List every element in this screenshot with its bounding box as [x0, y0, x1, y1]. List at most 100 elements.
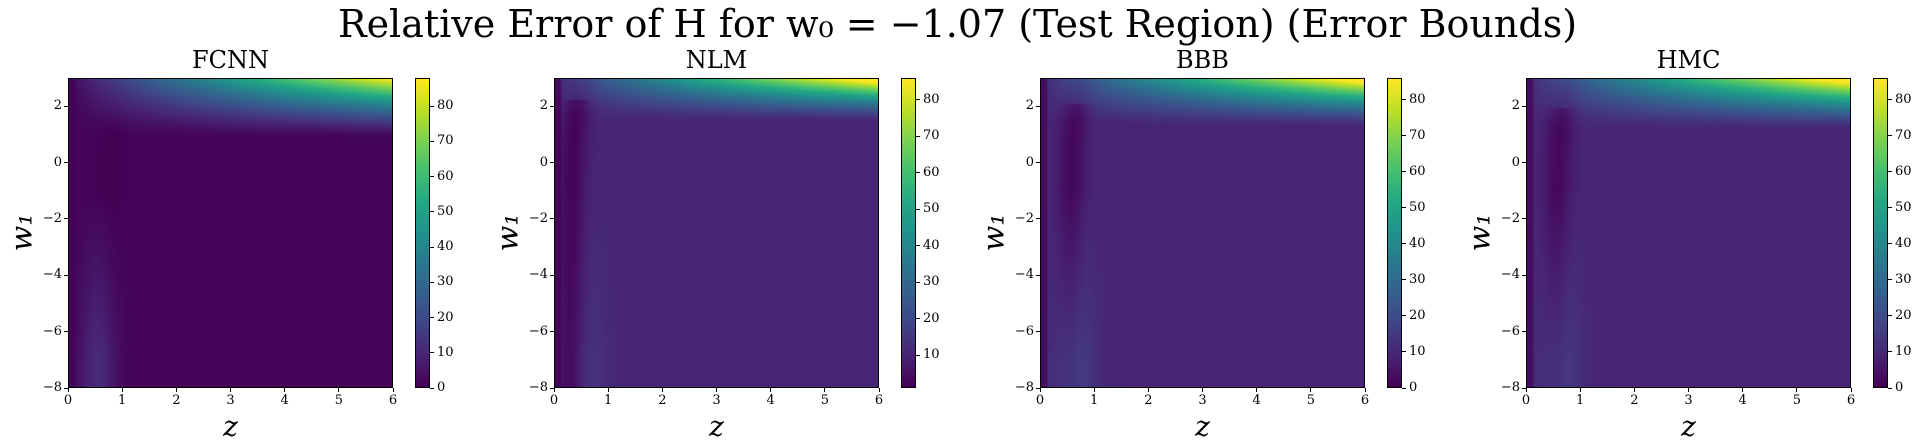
- heatmap-plot-hmc: [1526, 78, 1851, 388]
- colorbar-tick-label: 30: [1895, 271, 1912, 287]
- y-tick-label: 2: [53, 98, 62, 114]
- x-tick-label: 6: [1360, 393, 1370, 408]
- colorbar-tick-label: 20: [1409, 307, 1426, 323]
- colorbar-tick-mark: [1888, 207, 1892, 209]
- colorbar-tick-label: 50: [923, 201, 940, 217]
- x-tick-label: 2: [1630, 393, 1639, 408]
- heatmap-cells-fcnn: [69, 79, 392, 387]
- x-tick-label: 5: [820, 393, 829, 408]
- colorbar-bbb: [1387, 78, 1402, 388]
- x-tick-label: 3: [712, 393, 721, 408]
- colorbar-tick-mark: [1888, 99, 1892, 101]
- y-tick-mark: [64, 274, 68, 276]
- y-tick-mark: [550, 274, 554, 276]
- colorbar-tick-mark: [430, 176, 434, 178]
- x-tick-label: 1: [1090, 393, 1099, 408]
- colorbar-tick-mark: [1402, 387, 1406, 389]
- colorbar-tick-label: 40: [1895, 235, 1912, 251]
- colorbar-tick-mark: [1402, 243, 1406, 245]
- colorbar-tick-mark: [430, 140, 434, 142]
- colorbar-hmc: [1873, 78, 1888, 388]
- x-tick-label: 5: [1306, 393, 1315, 408]
- x-tick-label: 3: [1198, 393, 1207, 408]
- x-tick-mark: [1742, 388, 1744, 392]
- x-tick-mark: [1688, 388, 1689, 392]
- figure-title-text: Relative Error of H for w₀ = −1.07 (Test…: [337, 2, 1578, 46]
- x-tick-label: 0: [1521, 393, 1531, 408]
- y-tick-mark: [64, 162, 68, 164]
- y-tick-mark: [550, 331, 554, 333]
- y-tick-label: 0: [1025, 154, 1034, 170]
- y-tick-label: 2: [539, 98, 548, 114]
- x-tick-mark: [392, 388, 394, 392]
- y-tick-mark: [64, 387, 68, 389]
- colorbar-tick-label: 60: [437, 168, 454, 184]
- y-tick-mark: [1522, 162, 1526, 164]
- colorbar-gradient: [902, 79, 915, 387]
- y-tick-mark: [1036, 331, 1040, 333]
- y-tick-mark: [64, 105, 68, 107]
- x-tick-mark: [67, 388, 69, 392]
- colorbar-tick-label: 50: [1409, 199, 1426, 215]
- colorbar-tick-mark: [916, 281, 920, 283]
- colorbar-tick-mark: [916, 135, 920, 137]
- x-tick-mark: [1579, 388, 1581, 392]
- colorbar-tick-mark: [1402, 207, 1406, 209]
- y-tick-label: −2: [1500, 210, 1520, 226]
- panel-title-fcnn: FCNN: [191, 46, 269, 74]
- x-tick-mark: [878, 388, 880, 392]
- colorbar-fcnn: [415, 78, 430, 388]
- colorbar-tick-label: 50: [1895, 199, 1912, 215]
- colorbar-tick-mark: [916, 99, 920, 101]
- x-tick-label: 1: [1576, 393, 1585, 408]
- y-tick-mark: [1522, 274, 1526, 276]
- colorbar-tick-label: 10: [1409, 343, 1426, 359]
- x-tick-label: 2: [1144, 393, 1153, 408]
- y-tick-mark: [1036, 274, 1040, 276]
- x-tick-label: 1: [118, 393, 127, 408]
- colorbar-tick-label: 70: [1409, 127, 1426, 143]
- colorbar-tick-label: 20: [923, 310, 940, 326]
- y-tick-label: −6: [528, 323, 548, 339]
- colorbar-tick-label: 60: [1895, 163, 1912, 179]
- colorbar-tick-label: 10: [923, 347, 940, 363]
- x-tick-label: 4: [280, 393, 289, 408]
- colorbar-tick-mark: [430, 352, 434, 354]
- colorbar-tick-label: 80: [923, 91, 940, 107]
- colorbar-tick-label: 70: [1895, 127, 1912, 143]
- x-axis-label: z: [1681, 410, 1696, 443]
- x-tick-label: 3: [1684, 393, 1693, 408]
- x-tick-label: 4: [766, 393, 775, 408]
- y-tick-label: −4: [528, 267, 548, 283]
- y-axis-label: w₁: [4, 213, 40, 252]
- x-tick-mark: [1525, 388, 1527, 392]
- colorbar-tick-mark: [1402, 99, 1406, 101]
- colorbar-tick-label: 0: [1895, 380, 1904, 395]
- y-tick-label: −2: [528, 210, 548, 226]
- x-tick-label: 5: [1792, 393, 1801, 408]
- x-tick-label: 4: [1738, 393, 1747, 408]
- x-tick-label: 1: [604, 393, 613, 408]
- x-axis-label: z: [1195, 410, 1210, 443]
- y-tick-mark: [64, 218, 68, 220]
- heatmap-plot-bbb: [1040, 78, 1365, 388]
- y-tick-label: −4: [1500, 267, 1520, 283]
- colorbar-tick-mark: [1888, 315, 1892, 317]
- colorbar-tick-mark: [1402, 171, 1406, 173]
- colorbar-tick-mark: [916, 354, 920, 356]
- x-tick-label: 0: [1035, 393, 1045, 408]
- y-tick-label: −6: [1500, 323, 1520, 339]
- y-tick-label: −6: [42, 323, 62, 339]
- colorbar-tick-mark: [430, 105, 434, 107]
- colorbar-tick-label: 0: [1409, 380, 1418, 395]
- y-tick-mark: [1036, 105, 1040, 107]
- colorbar-tick-mark: [1888, 279, 1892, 281]
- y-tick-mark: [550, 218, 554, 220]
- y-tick-label: −8: [1014, 380, 1034, 395]
- colorbar-tick-label: 40: [923, 237, 940, 253]
- x-tick-mark: [230, 388, 231, 392]
- y-tick-label: −2: [1014, 210, 1034, 226]
- colorbar-tick-mark: [1888, 387, 1892, 389]
- colorbar-tick-mark: [916, 245, 920, 247]
- x-tick-mark: [1310, 388, 1312, 392]
